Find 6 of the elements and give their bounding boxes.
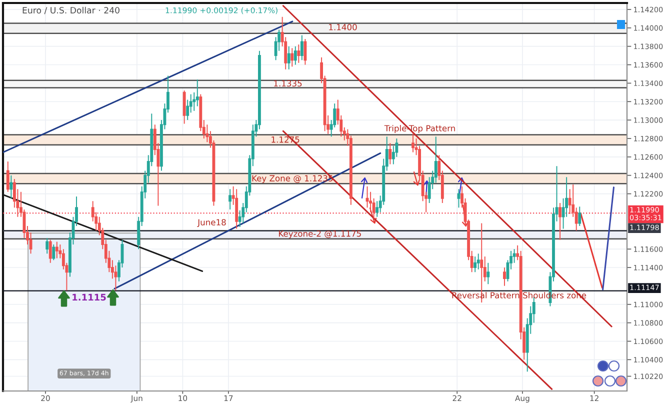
annotation: 1.1400 xyxy=(329,24,357,30)
annotation: 1.1115 xyxy=(72,294,106,301)
annotation: Keyzone-2 @1.1175 xyxy=(279,230,361,238)
annotation: 1.1335 xyxy=(274,80,302,87)
chart-title: Euro / U.S. Dollar · 240 xyxy=(22,6,120,14)
annotation: June18 xyxy=(197,219,226,227)
